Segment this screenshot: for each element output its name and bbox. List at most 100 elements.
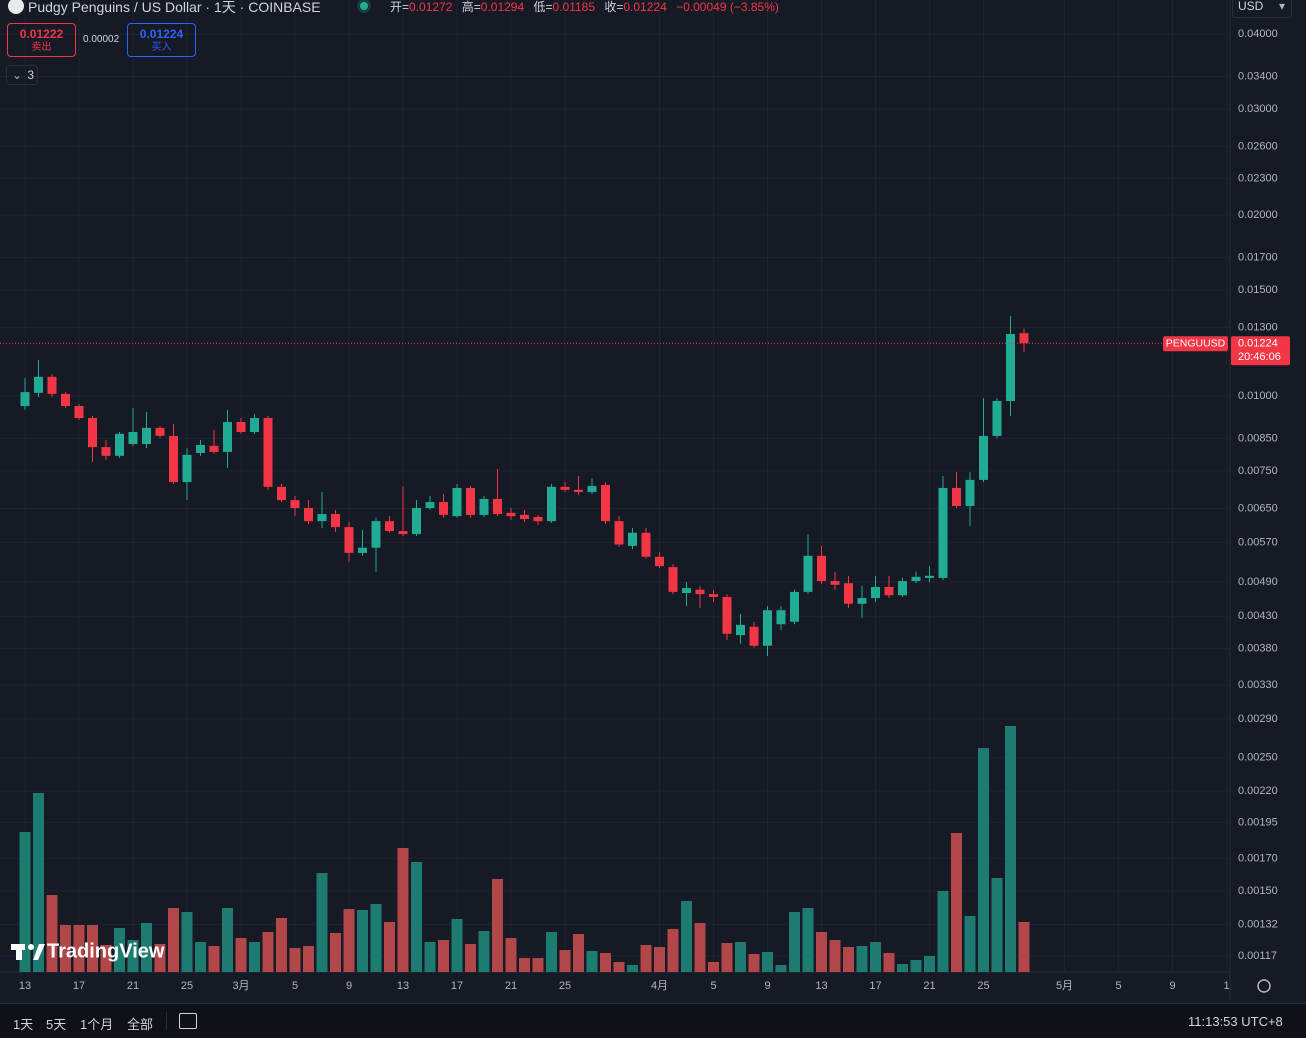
y-tick-label: 0.04000 — [1238, 28, 1278, 40]
x-tick-label: 25 — [977, 980, 989, 992]
logo-mark — [28, 944, 34, 950]
volume-bar — [19, 832, 31, 972]
volume-bar — [424, 942, 436, 972]
volume-bar — [546, 932, 557, 972]
volume-bar — [357, 910, 368, 972]
candle-body — [1006, 334, 1015, 401]
volume-bar — [721, 943, 733, 972]
volume-bar — [195, 942, 206, 972]
candle-body — [587, 486, 597, 493]
volume-bar — [978, 748, 989, 972]
candle-body — [547, 486, 556, 522]
volume-bar — [127, 940, 139, 972]
candle-body — [47, 376, 57, 394]
y-tick-label: 0.01000 — [1238, 390, 1278, 402]
candle-body — [371, 521, 381, 548]
currency-selector[interactable]: USD ▾ — [1232, 0, 1292, 18]
volume-bar — [991, 878, 1003, 972]
x-tick-label: 9 — [1169, 980, 1175, 992]
volume-bar — [181, 912, 193, 972]
volume-bar — [883, 953, 895, 972]
volume-bar — [951, 833, 962, 972]
volume-bar — [1005, 726, 1016, 972]
candle-body — [938, 487, 948, 578]
volume-bar — [627, 965, 638, 972]
candle-body — [952, 487, 961, 506]
chart-background — [0, 0, 1306, 1003]
ohlc-value: 0.01294 — [480, 0, 525, 14]
candle-body — [925, 575, 934, 578]
y-tick-label: 0.01300 — [1238, 321, 1278, 333]
symbol-tag — [1163, 336, 1228, 352]
volume-bar — [33, 793, 44, 972]
x-tick-label: 25 — [559, 980, 571, 992]
volume-bar — [762, 952, 773, 972]
candle-body — [695, 589, 705, 595]
sell-button[interactable]: 0.01222 卖出 — [7, 23, 76, 57]
chart: 0.04000 0.03400 0.03000 0.02600 0.02300 0.020… — [0, 0, 1306, 1003]
candle-body — [115, 433, 124, 456]
volume-bar — [465, 944, 476, 972]
logo-mark — [33, 944, 45, 960]
range-button[interactable]: 全部 — [127, 1017, 154, 1032]
candle-body — [155, 427, 165, 436]
indicators-toggle[interactable]: ⌄ 3 — [6, 65, 38, 85]
range-button[interactable]: 5天 — [46, 1017, 67, 1032]
range-button[interactable]: 1个月 — [80, 1017, 114, 1032]
candle-body — [452, 487, 462, 517]
candle-body — [776, 610, 786, 625]
volume-bar — [262, 932, 274, 972]
volume-bar — [168, 908, 179, 972]
volume-bar — [289, 948, 301, 972]
y-tick-label: 0.01500 — [1238, 284, 1278, 296]
volume-bar — [924, 956, 935, 972]
candle-body — [61, 393, 70, 407]
candle-body — [520, 514, 529, 520]
candle-body — [790, 591, 799, 622]
range-button[interactable]: 1天 — [13, 1017, 34, 1032]
candle-body — [304, 507, 313, 522]
candle-body — [263, 418, 273, 487]
candle-body — [668, 567, 678, 592]
sell-price: 0.01222 — [19, 27, 64, 41]
volume-bar — [492, 879, 503, 972]
candle-body — [749, 626, 759, 646]
settings-icon[interactable] — [1257, 979, 1271, 993]
candle-body — [641, 532, 651, 557]
y-tick-label: 0.00330 — [1238, 679, 1278, 691]
volume-bar — [519, 958, 530, 972]
sell-label: 卖出 — [31, 42, 52, 53]
date-range-icon[interactable] — [179, 1013, 197, 1029]
volume-bar — [438, 940, 449, 972]
ohlc-key: 收= — [604, 0, 624, 14]
volume-bar — [154, 944, 166, 972]
volume-bar — [60, 925, 71, 972]
candle-body — [911, 576, 921, 582]
volume-bar — [654, 947, 665, 972]
volume-bar — [478, 931, 490, 972]
volume-bar — [411, 862, 422, 972]
candle-body — [965, 479, 975, 506]
clock[interactable]: 11:13:53 UTC+8 — [1188, 1014, 1283, 1029]
volume-bar — [208, 946, 220, 972]
volume-bar — [789, 912, 800, 972]
buy-button[interactable]: 0.01224 买入 — [127, 23, 196, 57]
ohlc-legend: 开=0.01272 高=0.01294 低=0.01185 收=0.01224 … — [390, 0, 785, 15]
volume-bar — [370, 904, 382, 972]
volume-bar — [897, 964, 908, 972]
volume-bar — [937, 891, 949, 972]
currency: USD — [1238, 0, 1264, 13]
ohlc-value: 0.01272 — [409, 0, 453, 14]
candle-body — [601, 484, 610, 522]
volume-bar — [748, 954, 760, 972]
volume-bar — [451, 919, 463, 972]
volume-bar — [141, 923, 152, 972]
x-tick-label: 21 — [505, 980, 517, 992]
x-tick-label: 5 — [292, 980, 298, 992]
symbol-title[interactable]: Pudgy Penguins / US Dollar · 1天 · COINBA… — [28, 0, 321, 15]
x-tick-label: 13 — [815, 980, 827, 992]
candle-body — [736, 624, 745, 636]
y-tick-label: 0.02300 — [1238, 173, 1278, 185]
x-tick-label: 17 — [869, 980, 881, 992]
candle-body — [142, 427, 151, 444]
